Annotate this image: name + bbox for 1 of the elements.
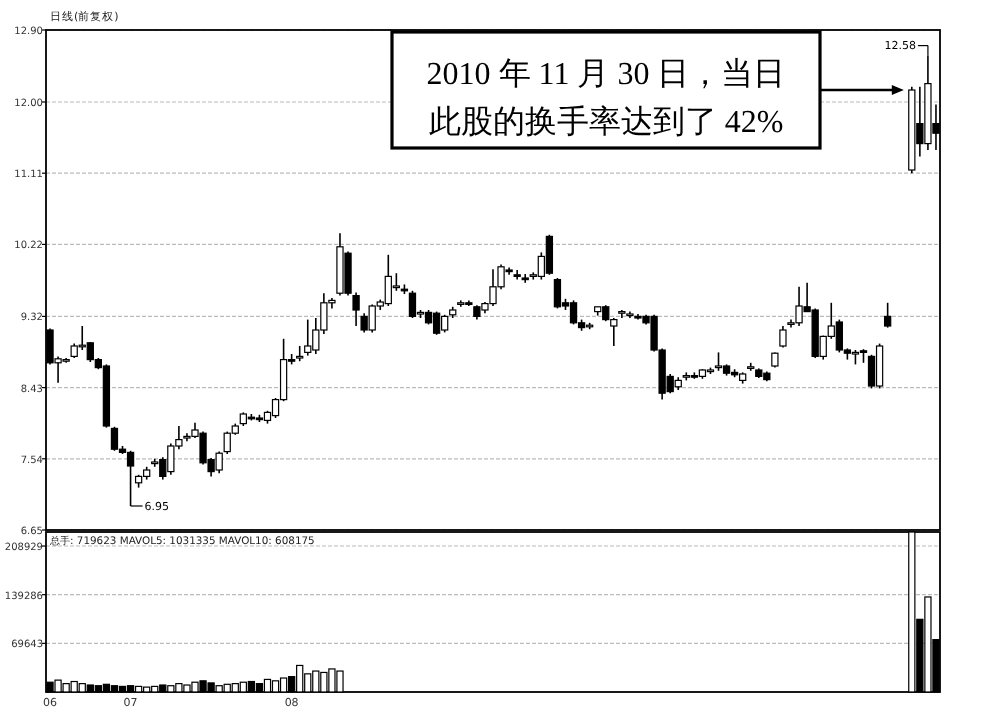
annotation: 2010 年 11 月 30 日，当日此股的换手率达到了 42% — [426, 56, 786, 140]
